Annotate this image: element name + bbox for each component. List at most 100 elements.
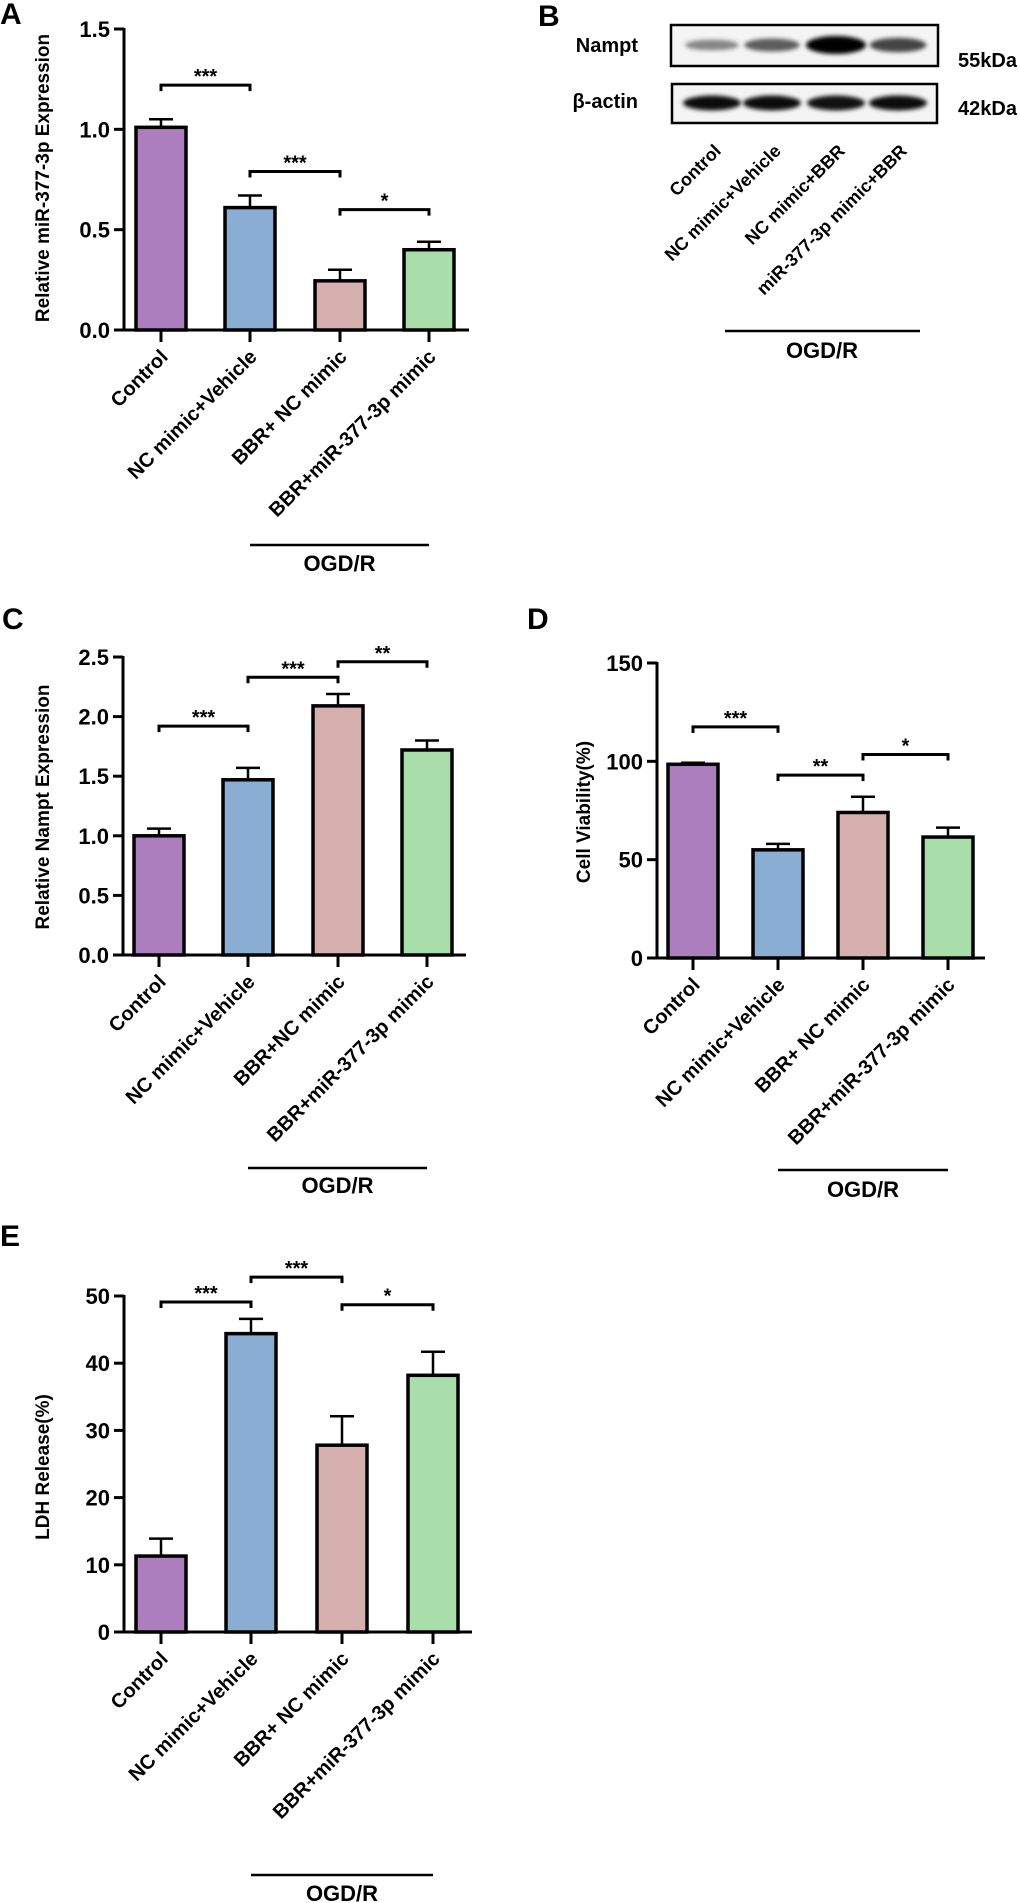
x-tick-label: BBR+miR-377-3p mimic [269,1648,444,1823]
bar [666,762,720,960]
x-tick-label: BBR+miR-377-3p mimic [263,971,438,1146]
significance-bracket [159,83,252,92]
significance-bracket [246,675,340,684]
bar [224,1331,278,1634]
y-tick-label: 1.0 [79,117,110,142]
significance-label: *** [285,1258,309,1280]
y-tick-label: 40 [86,1351,110,1376]
y-tick-label: 1.0 [78,824,109,849]
significance-bracket [691,725,780,733]
significance-bracket [861,752,950,761]
blot-protein-label: β-actin [572,91,638,113]
bar [315,1443,369,1634]
significance-label: *** [194,1283,218,1305]
blot-lane-label: NC mimic+Vehicle [661,141,785,265]
group-label: OGD/R [827,1177,899,1202]
y-tick-label: 0.0 [78,943,109,968]
x-tick-label: BBR+miR-377-3p mimic [784,974,959,1149]
y-tick-label: 0.5 [79,218,110,243]
blot-size-label: 42kDa [958,98,1018,120]
y-axis-label: Cell Viability(%) [574,741,595,883]
blot-band [869,37,927,53]
bar [406,1373,460,1634]
blot-band [806,36,866,54]
bar [132,834,186,957]
y-tick-label: 100 [606,749,643,774]
y-tick-label: 0 [631,946,643,971]
significance-bracket [776,773,865,782]
blot-band [744,38,800,52]
bar [311,704,365,957]
bar [921,835,975,960]
blot-lane-label: Control [665,141,724,200]
bar [223,205,277,332]
group-label: OGD/R [786,338,858,363]
y-tick-label: 10 [86,1553,110,1578]
x-tick-label: BBR+miR-377-3p mimic [265,346,440,521]
bar [751,848,805,960]
y-tick-label: 1.5 [78,764,109,789]
y-tick-label: 0.0 [79,318,110,343]
y-tick-label: 0.5 [78,883,109,908]
y-axis-label: LDH Release(%) [33,1394,54,1540]
panel-label-d: D [527,603,549,636]
panel-label-c: C [2,603,24,636]
bar [221,778,275,957]
y-tick-label: 50 [619,848,643,873]
significance-label: * [381,191,389,213]
blot-band [869,95,927,111]
significance-label: * [902,735,910,757]
significance-label: *** [192,707,216,729]
blot-size-label: 55kDa [958,50,1018,72]
blot-protein-label: Nampt [576,35,639,57]
group-label: OGD/R [306,1881,378,1903]
y-tick-label: 20 [86,1486,110,1511]
bar [134,125,188,332]
group-label: OGD/R [303,551,375,576]
y-tick-label: 2.5 [78,645,109,670]
bar [400,748,454,957]
bar [836,810,890,960]
bar [402,247,456,332]
x-tick-label: Control [105,971,171,1037]
bar [313,279,367,332]
significance-label: *** [724,708,748,730]
significance-label: ** [375,643,391,665]
significance-bracket [159,1300,253,1309]
significance-label: * [384,1286,392,1308]
significance-bracket [340,1303,435,1311]
significance-label: *** [283,152,307,174]
blot-band [807,95,865,111]
x-tick-label: Control [107,1648,173,1714]
significance-bracket [248,169,342,178]
significance-bracket [336,660,429,668]
y-tick-label: 50 [86,1284,110,1309]
y-axis-label: Relative miR-377-3p Expression [33,34,54,322]
bar [134,1554,188,1634]
y-tick-label: 150 [606,651,643,676]
significance-label: *** [194,66,218,88]
significance-bracket [249,1275,344,1284]
x-tick-label: Control [107,346,173,412]
panel-label-a: A [0,0,22,31]
panel-label-b: B [538,0,560,33]
panel-label-e: E [0,1220,20,1253]
significance-label: ** [813,756,829,778]
y-axis-label: Relative Nampt Expression [33,685,54,930]
blot-band [685,39,739,51]
x-tick-label: Control [639,974,705,1040]
group-label: OGD/R [301,1173,373,1198]
y-tick-label: 30 [86,1418,110,1443]
y-tick-label: 0 [98,1620,110,1645]
y-tick-label: 2.0 [78,705,109,730]
significance-bracket [338,208,431,216]
significance-label: *** [281,658,305,680]
blot-band [683,95,741,111]
